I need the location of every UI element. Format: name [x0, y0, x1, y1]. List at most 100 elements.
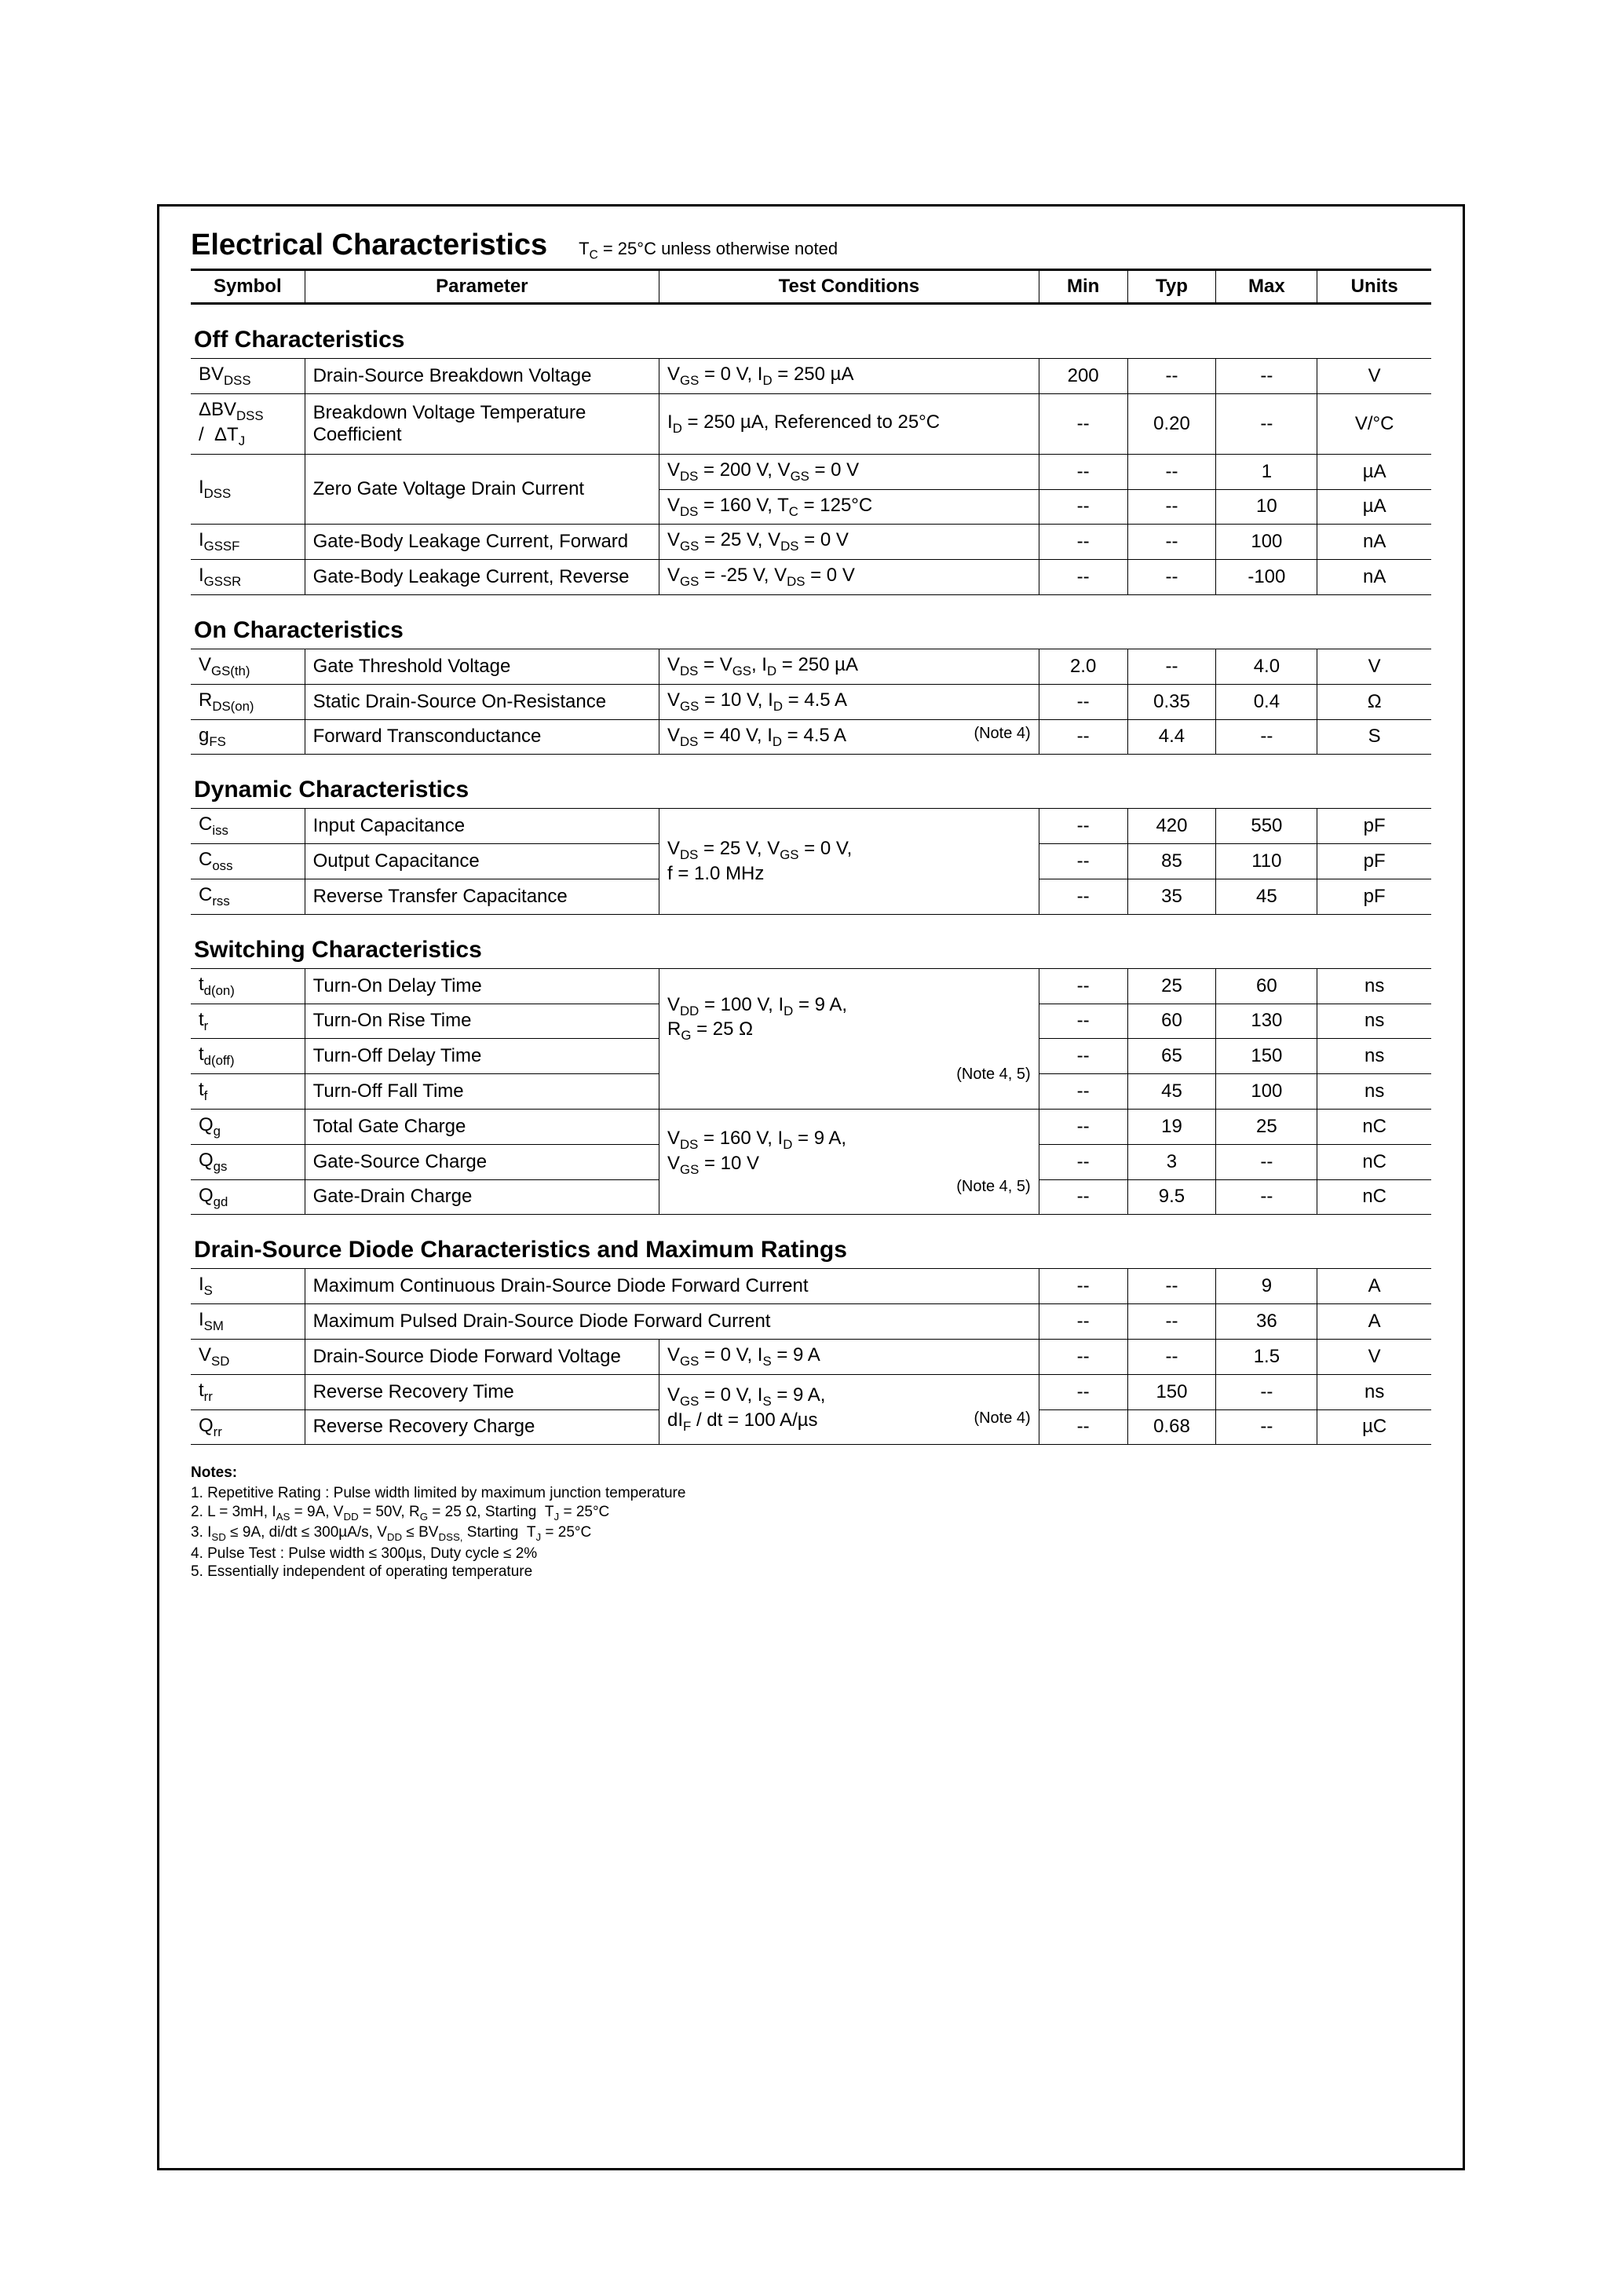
symbol-cell: trr — [191, 1374, 305, 1409]
symbol-cell: IGSSR — [191, 560, 305, 595]
units-cell: S — [1317, 719, 1431, 755]
parameter-cell: Turn-Off Delay Time — [305, 1039, 659, 1074]
max-cell: 1.5 — [1216, 1339, 1317, 1374]
min-cell: -- — [1039, 1074, 1127, 1110]
header-units: Units — [1317, 270, 1431, 304]
parameter-cell: Total Gate Charge — [305, 1109, 659, 1144]
parameter-cell: Turn-On Rise Time — [305, 1004, 659, 1039]
typ-cell: 420 — [1127, 809, 1216, 844]
conditions-cell: ID = 250 µA, Referenced to 25°C — [659, 394, 1039, 455]
max-cell: -- — [1216, 359, 1317, 394]
note-line: 2. L = 3mH, IAS = 9A, VDD = 50V, RG = 25… — [191, 1503, 1431, 1523]
max-cell: -- — [1216, 719, 1317, 755]
table-row: ISMMaximum Pulsed Drain-Source Diode For… — [191, 1304, 1431, 1340]
table-row: VGS(th)Gate Threshold VoltageVDS = VGS, … — [191, 649, 1431, 684]
parameter-cell: Drain-Source Breakdown Voltage — [305, 359, 659, 394]
units-cell: pF — [1317, 809, 1431, 844]
max-cell: 45 — [1216, 879, 1317, 914]
units-cell: ns — [1317, 968, 1431, 1004]
symbol-cell: Qrr — [191, 1409, 305, 1445]
min-cell: -- — [1039, 879, 1127, 914]
conditions-cell: VDD = 100 V, ID = 9 A,RG = 25 Ω(Note 4, … — [659, 968, 1039, 1109]
units-cell: A — [1317, 1269, 1431, 1304]
spec-table: ISMaximum Continuous Drain-Source Diode … — [191, 1268, 1431, 1445]
parameter-cell: Breakdown Voltage Temperature Coefficien… — [305, 394, 659, 455]
typ-cell: 4.4 — [1127, 719, 1216, 755]
parameter-cell: Maximum Pulsed Drain-Source Diode Forwar… — [305, 1304, 1039, 1340]
symbol-cell: IS — [191, 1269, 305, 1304]
parameter-cell: Zero Gate Voltage Drain Current — [305, 454, 659, 525]
min-cell: -- — [1039, 1179, 1127, 1215]
parameter-cell: Gate-Body Leakage Current, Forward — [305, 525, 659, 560]
conditions-cell: VGS = 0 V, ID = 250 µA — [659, 359, 1039, 394]
units-cell: Ω — [1317, 684, 1431, 719]
typ-cell: 60 — [1127, 1004, 1216, 1039]
symbol-cell: Crss — [191, 879, 305, 914]
typ-cell: -- — [1127, 489, 1216, 525]
min-cell: -- — [1039, 719, 1127, 755]
table-row: VSDDrain-Source Diode Forward VoltageVGS… — [191, 1339, 1431, 1374]
symbol-cell: tr — [191, 1004, 305, 1039]
max-cell: 60 — [1216, 968, 1317, 1004]
units-cell: ns — [1317, 1074, 1431, 1110]
content-frame: Electrical Characteristics TC = 25°C unl… — [157, 204, 1465, 2170]
symbol-cell: ISM — [191, 1304, 305, 1340]
typ-cell: 85 — [1127, 844, 1216, 879]
conditions-cell: VDS = 160 V, ID = 9 A,VGS = 10 V(Note 4,… — [659, 1109, 1039, 1214]
typ-cell: 3 — [1127, 1144, 1216, 1179]
note-line: 3. ISD ≤ 9A, di/dt ≤ 300µA/s, VDD ≤ BVDS… — [191, 1523, 1431, 1544]
parameter-cell: Turn-On Delay Time — [305, 968, 659, 1004]
table-row: IDSSZero Gate Voltage Drain CurrentVDS =… — [191, 454, 1431, 489]
units-cell: µA — [1317, 489, 1431, 525]
table-row: trrReverse Recovery TimeVGS = 0 V, IS = … — [191, 1374, 1431, 1409]
typ-cell: 9.5 — [1127, 1179, 1216, 1215]
max-cell: 100 — [1216, 1074, 1317, 1110]
spec-table: CissInput CapacitanceVDS = 25 V, VGS = 0… — [191, 808, 1431, 914]
max-cell: 1 — [1216, 454, 1317, 489]
max-cell: 0.4 — [1216, 684, 1317, 719]
typ-cell: -- — [1127, 649, 1216, 684]
max-cell: 110 — [1216, 844, 1317, 879]
notes-title: Notes: — [191, 1464, 1431, 1483]
symbol-cell: IGSSF — [191, 525, 305, 560]
min-cell: 200 — [1039, 359, 1127, 394]
units-cell: nC — [1317, 1144, 1431, 1179]
units-cell: nA — [1317, 525, 1431, 560]
symbol-cell: Coss — [191, 844, 305, 879]
header-row: Symbol Parameter Test Conditions Min Typ… — [191, 270, 1431, 304]
header-conditions: Test Conditions — [659, 270, 1039, 304]
units-cell: ns — [1317, 1039, 1431, 1074]
typ-cell: 35 — [1127, 879, 1216, 914]
conditions-cell: VDS = 160 V, TC = 125°C — [659, 489, 1039, 525]
max-cell: 10 — [1216, 489, 1317, 525]
conditions-cell: VDS = VGS, ID = 250 µA — [659, 649, 1039, 684]
conditions-cell: VDS = 25 V, VGS = 0 V,f = 1.0 MHz — [659, 809, 1039, 914]
min-cell: -- — [1039, 560, 1127, 595]
symbol-cell: Qgd — [191, 1179, 305, 1215]
note-line: 1. Repetitive Rating : Pulse width limit… — [191, 1484, 1431, 1503]
max-cell: -- — [1216, 1374, 1317, 1409]
units-cell: V/°C — [1317, 394, 1431, 455]
parameter-cell: Drain-Source Diode Forward Voltage — [305, 1339, 659, 1374]
table-row: ΔBVDSS/ ΔTJBreakdown Voltage Temperature… — [191, 394, 1431, 455]
units-cell: V — [1317, 649, 1431, 684]
min-cell: -- — [1039, 454, 1127, 489]
units-cell: V — [1317, 1339, 1431, 1374]
header-parameter: Parameter — [305, 270, 659, 304]
table-row: ISMaximum Continuous Drain-Source Diode … — [191, 1269, 1431, 1304]
symbol-cell: VSD — [191, 1339, 305, 1374]
spec-table: VGS(th)Gate Threshold VoltageVDS = VGS, … — [191, 649, 1431, 755]
min-cell: -- — [1039, 844, 1127, 879]
typ-cell: 45 — [1127, 1074, 1216, 1110]
symbol-cell: Qg — [191, 1109, 305, 1144]
typ-cell: 25 — [1127, 968, 1216, 1004]
max-cell: 25 — [1216, 1109, 1317, 1144]
min-cell: -- — [1039, 1304, 1127, 1340]
typ-cell: 0.20 — [1127, 394, 1216, 455]
typ-cell: -- — [1127, 1339, 1216, 1374]
typ-cell: 65 — [1127, 1039, 1216, 1074]
units-cell: nA — [1317, 560, 1431, 595]
max-cell: -- — [1216, 1179, 1317, 1215]
note-line: 5. Essentially independent of operating … — [191, 1563, 1431, 1581]
spec-table: td(on)Turn-On Delay TimeVDD = 100 V, ID … — [191, 968, 1431, 1216]
